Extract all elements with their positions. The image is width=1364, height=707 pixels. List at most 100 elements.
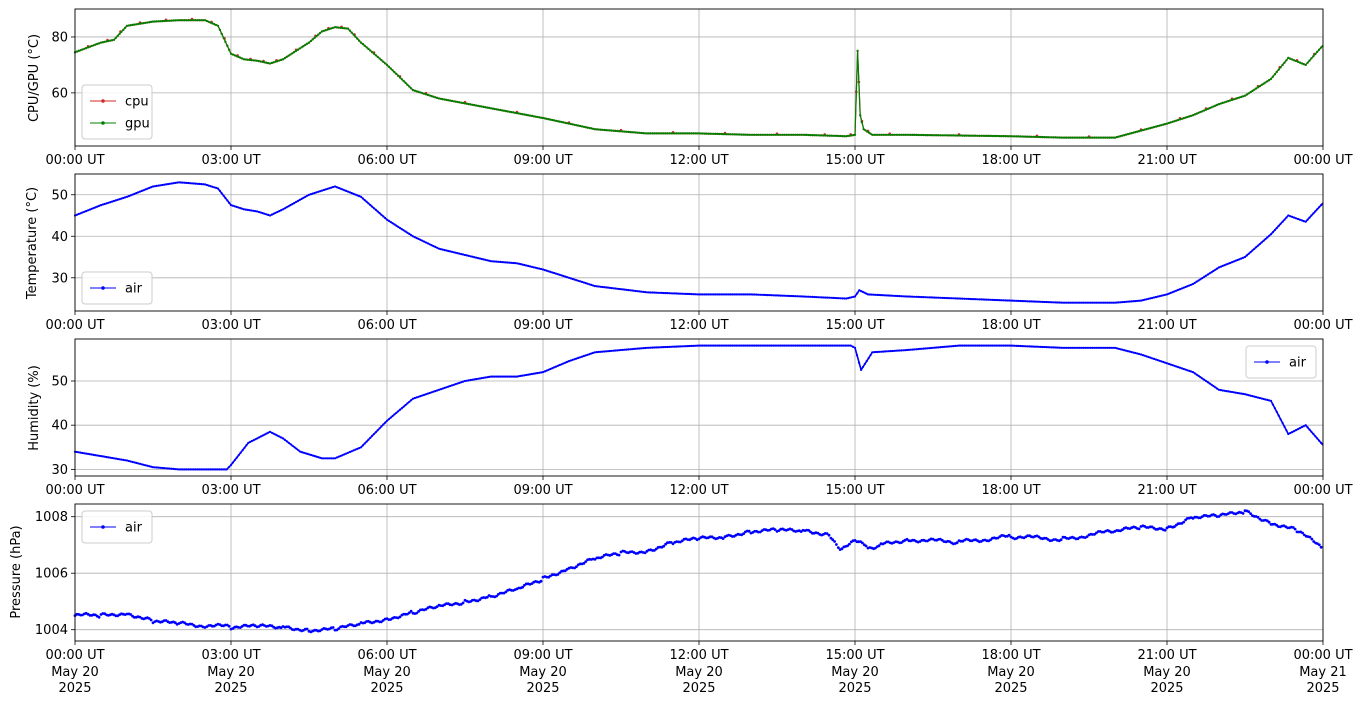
data-point xyxy=(471,103,474,106)
data-point xyxy=(599,285,602,288)
data-point xyxy=(527,373,530,376)
data-point xyxy=(900,295,903,298)
data-point xyxy=(735,344,738,347)
data-point xyxy=(1139,129,1143,132)
data-point xyxy=(670,132,673,135)
data-point xyxy=(1229,261,1232,265)
data-point xyxy=(976,344,979,347)
data-point xyxy=(805,344,808,347)
data-point xyxy=(1006,135,1009,138)
data-point xyxy=(952,297,955,300)
data-point xyxy=(517,262,521,265)
data-point xyxy=(974,298,977,301)
data-point xyxy=(183,468,186,471)
data-point xyxy=(164,19,168,22)
data-point xyxy=(239,207,242,210)
data-point xyxy=(705,293,708,296)
data-point xyxy=(948,134,951,137)
data-point xyxy=(686,132,690,135)
data-point xyxy=(729,133,732,136)
data-point xyxy=(606,350,610,353)
data-point xyxy=(623,348,626,351)
data-point xyxy=(636,290,639,293)
data-point xyxy=(545,117,548,120)
data-point xyxy=(270,61,273,64)
data-point xyxy=(601,555,604,559)
data-point xyxy=(1195,280,1198,283)
data-point xyxy=(168,19,171,22)
data-point xyxy=(1256,515,1260,519)
data-point xyxy=(1091,136,1094,139)
data-point xyxy=(419,91,422,94)
data-point xyxy=(1310,537,1314,541)
data-point xyxy=(304,43,307,47)
data-point xyxy=(491,260,494,263)
data-point xyxy=(671,542,675,546)
data-point xyxy=(216,468,219,471)
data-point xyxy=(564,275,567,278)
data-point xyxy=(851,345,854,348)
data-point xyxy=(1061,301,1065,304)
data-point xyxy=(395,224,398,227)
data-point xyxy=(766,294,769,297)
data-point xyxy=(556,573,560,576)
data-point xyxy=(1106,136,1109,139)
data-point xyxy=(814,344,817,347)
data-point xyxy=(1136,299,1139,302)
data-point xyxy=(146,464,149,467)
data-point xyxy=(1229,390,1232,393)
data-point xyxy=(673,292,677,295)
data-point xyxy=(222,36,225,39)
data-point xyxy=(484,258,487,261)
data-point xyxy=(231,204,234,207)
data-point xyxy=(933,346,937,349)
data-point xyxy=(677,345,680,348)
data-point xyxy=(684,292,688,295)
x-tick-date-label: May 20 xyxy=(51,665,99,680)
x-tick-label: 06:00 UT xyxy=(357,648,416,663)
x-tick-label: 21:00 UT xyxy=(1137,153,1196,168)
data-point xyxy=(1316,50,1319,54)
data-point xyxy=(922,133,925,137)
data-point xyxy=(692,344,695,347)
data-point xyxy=(1132,351,1135,354)
data-point xyxy=(651,291,654,294)
data-point xyxy=(402,405,405,408)
data-point xyxy=(614,349,617,352)
data-point xyxy=(1071,346,1074,349)
data-point xyxy=(501,261,504,264)
data-point xyxy=(1204,274,1208,277)
data-point xyxy=(1264,238,1267,241)
data-point xyxy=(1047,301,1050,304)
data-point xyxy=(1273,73,1276,76)
y-tick-label: 40 xyxy=(51,419,68,434)
data-point xyxy=(632,347,636,350)
data-point xyxy=(993,298,996,302)
data-point xyxy=(965,344,968,347)
data-point xyxy=(305,627,309,631)
data-point xyxy=(931,346,935,349)
data-point xyxy=(209,185,212,188)
data-point xyxy=(83,47,86,50)
data-point xyxy=(341,26,344,30)
data-point xyxy=(930,346,933,350)
data-point xyxy=(928,347,931,350)
data-point xyxy=(356,447,359,450)
data-point xyxy=(142,189,145,192)
data-point xyxy=(1232,260,1235,263)
data-point xyxy=(1060,136,1063,139)
data-point xyxy=(242,58,246,61)
data-point xyxy=(588,283,591,286)
data-point xyxy=(452,251,455,254)
data-point xyxy=(140,463,143,466)
data-point xyxy=(1054,346,1057,349)
data-point xyxy=(1117,347,1120,350)
data-point xyxy=(1216,103,1219,106)
data-point xyxy=(985,344,989,347)
data-point xyxy=(168,467,171,470)
data-point xyxy=(896,133,900,136)
data-point xyxy=(107,456,110,459)
data-point xyxy=(579,356,582,359)
data-point xyxy=(491,107,494,110)
data-point xyxy=(558,363,561,367)
